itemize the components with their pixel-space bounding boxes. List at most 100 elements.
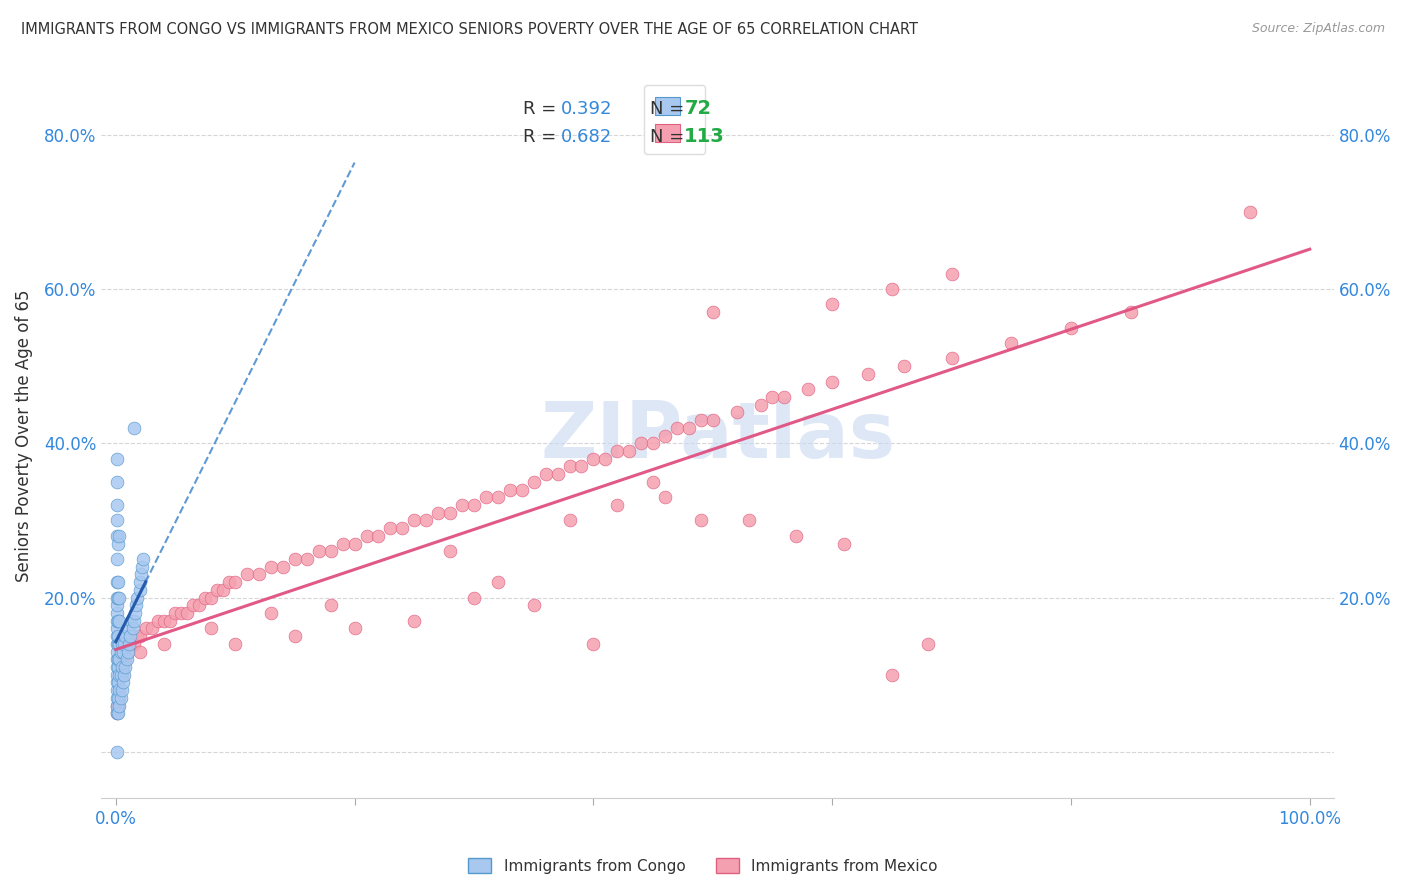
Text: 0.392: 0.392: [561, 100, 613, 118]
Point: [105, 614, 128, 628]
Point: [558, 459, 581, 474]
Point: [332, 536, 354, 550]
Point: [832, 536, 855, 550]
Point: [1000, 336, 1022, 351]
Point: [108, 683, 131, 698]
Point: [115, 652, 138, 666]
Point: [107, 706, 129, 721]
Point: [120, 637, 142, 651]
Point: [499, 483, 522, 497]
Point: [135, 622, 157, 636]
Point: [105, 575, 128, 590]
Point: [200, 622, 222, 636]
Point: [105, 675, 128, 690]
Point: [391, 521, 413, 535]
Point: [582, 637, 605, 651]
Point: [105, 606, 128, 620]
Point: [122, 421, 145, 435]
Y-axis label: Seniors Poverty Over the Age of 65: Seniors Poverty Over the Age of 65: [15, 289, 32, 582]
Point: [117, 644, 139, 658]
Point: [107, 660, 129, 674]
Text: 113: 113: [685, 127, 725, 146]
Point: [128, 575, 150, 590]
Point: [510, 483, 533, 497]
Point: [105, 552, 128, 566]
Point: [319, 599, 342, 613]
Point: [111, 660, 134, 674]
Point: [523, 599, 546, 613]
Point: [941, 267, 963, 281]
Point: [941, 351, 963, 366]
Text: N =: N =: [650, 100, 690, 118]
Point: [475, 490, 498, 504]
Point: [131, 559, 153, 574]
Point: [415, 513, 437, 527]
Point: [606, 444, 628, 458]
Point: [737, 513, 759, 527]
Point: [117, 622, 139, 636]
Point: [114, 629, 136, 643]
Point: [105, 451, 128, 466]
Point: [111, 667, 134, 681]
Text: 72: 72: [685, 99, 711, 118]
Point: [120, 614, 142, 628]
Point: [917, 637, 939, 651]
Point: [165, 606, 187, 620]
Point: [111, 644, 134, 658]
Point: [118, 637, 141, 651]
Point: [124, 606, 146, 620]
Point: [105, 683, 128, 698]
Point: [702, 413, 724, 427]
Point: [439, 544, 461, 558]
Point: [107, 690, 129, 705]
Point: [152, 637, 174, 651]
Point: [284, 552, 307, 566]
Point: [129, 567, 152, 582]
Point: [218, 575, 240, 590]
Point: [367, 529, 389, 543]
Point: [678, 421, 700, 435]
Point: [630, 436, 652, 450]
Point: [132, 552, 155, 566]
Text: ZIPatlas: ZIPatlas: [540, 398, 896, 474]
Point: [702, 305, 724, 319]
Point: [606, 498, 628, 512]
Point: [207, 582, 229, 597]
Text: N =: N =: [650, 128, 690, 146]
Point: [170, 606, 193, 620]
Point: [689, 413, 711, 427]
Point: [108, 591, 131, 605]
Point: [200, 591, 222, 605]
Point: [641, 436, 664, 450]
Point: [114, 652, 136, 666]
Point: [105, 629, 128, 643]
Point: [451, 498, 474, 512]
Point: [105, 652, 128, 666]
Point: [343, 622, 366, 636]
Text: Source: ZipAtlas.com: Source: ZipAtlas.com: [1251, 22, 1385, 36]
Point: [112, 652, 135, 666]
Point: [108, 529, 131, 543]
Point: [107, 575, 129, 590]
Point: [152, 614, 174, 628]
Point: [236, 567, 259, 582]
Point: [1239, 204, 1261, 219]
Point: [1060, 320, 1083, 334]
Text: R =: R =: [523, 100, 562, 118]
Point: [128, 582, 150, 597]
Text: IMMIGRANTS FROM CONGO VS IMMIGRANTS FROM MEXICO SENIORS POVERTY OVER THE AGE OF : IMMIGRANTS FROM CONGO VS IMMIGRANTS FROM…: [21, 22, 918, 37]
Point: [463, 591, 485, 605]
Point: [880, 282, 903, 296]
Point: [105, 599, 128, 613]
Point: [821, 375, 844, 389]
Point: [107, 637, 129, 651]
Point: [108, 614, 131, 628]
Point: [105, 745, 128, 759]
Point: [212, 582, 235, 597]
Point: [105, 698, 128, 713]
Text: R =: R =: [523, 128, 562, 146]
Legend: , : ,: [644, 85, 706, 154]
Point: [111, 660, 134, 674]
Point: [105, 591, 128, 605]
Point: [271, 559, 294, 574]
